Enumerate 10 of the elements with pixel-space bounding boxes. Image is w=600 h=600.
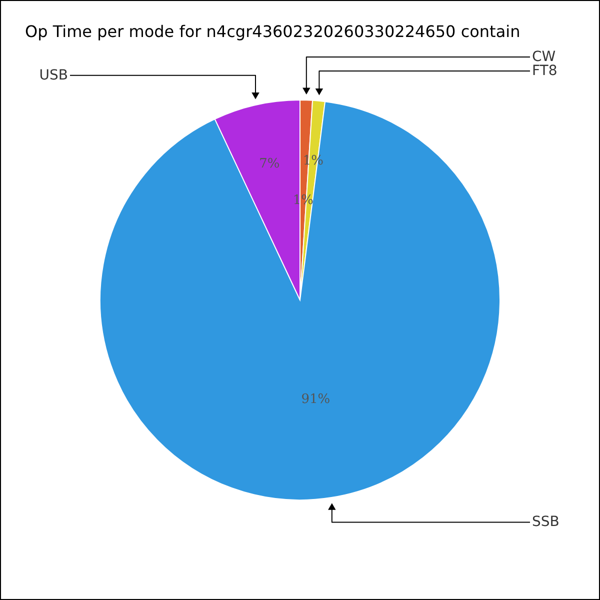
slice-label: CW <box>532 49 556 65</box>
data-label: 1% <box>292 193 314 208</box>
pie-slice <box>100 101 500 500</box>
data-label: 7% <box>259 156 280 172</box>
slice-label: FT8 <box>532 63 558 79</box>
data-label: 1% <box>302 154 324 169</box>
data-label: 91% <box>301 392 330 407</box>
slice-label: USB <box>39 67 68 84</box>
chart-title: Op Time per mode for n4cgr43602320260330224650 contain <box>25 22 520 41</box>
slice-label: SSB <box>532 514 560 530</box>
